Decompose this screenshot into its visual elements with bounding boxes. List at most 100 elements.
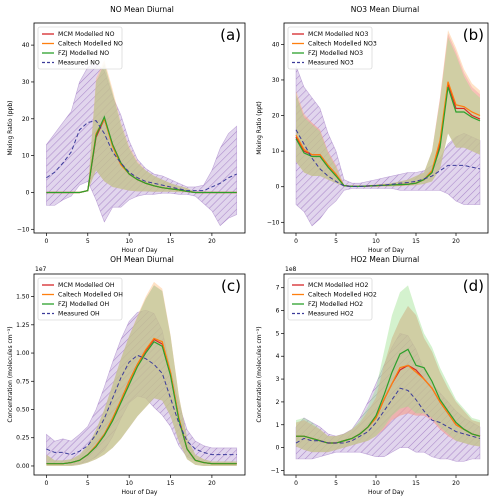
legend-box bbox=[37, 277, 123, 321]
band-mcm-modelled-no3 bbox=[296, 33, 480, 187]
line-measured-oh bbox=[46, 354, 237, 456]
x-tick-label: 20 bbox=[452, 238, 460, 245]
x-axis-label: Hour of Day bbox=[368, 247, 404, 254]
x-tick-label: 10 bbox=[125, 238, 133, 245]
y-tick-label: 0 bbox=[276, 445, 280, 452]
legend-box bbox=[287, 26, 373, 70]
x-tick-label: 15 bbox=[167, 480, 175, 487]
y-tick-label: 1.25 bbox=[16, 322, 30, 329]
legend-label: Caltech Modelled NO bbox=[58, 41, 123, 48]
chart-title: OH Mean Diurnal bbox=[110, 255, 174, 264]
plot-area bbox=[295, 285, 481, 462]
x-tick-label: 0 bbox=[44, 480, 48, 487]
legend-label: Caltech Modelled NO3 bbox=[308, 41, 377, 48]
y-tick-label: 0 bbox=[26, 189, 30, 196]
panel-label: (b) bbox=[463, 26, 484, 44]
line-fzj-modelled-no3 bbox=[295, 86, 481, 187]
panel-d: 0 5 10 15 20 −1 0 1 2 3 4 5 6 7 HO2 Mean Diurnal Hour o… bbox=[256, 255, 489, 496]
band-caltech-modelled-no3 bbox=[296, 30, 480, 187]
line-fzj-modelled-no bbox=[46, 115, 237, 194]
band-fzj-modelled-oh bbox=[46, 285, 237, 466]
band-mcm-modelled-oh bbox=[46, 285, 237, 466]
line-fzj-modelled-ho2 bbox=[296, 348, 481, 444]
legend-label: MCM Modelled HO2 bbox=[308, 282, 368, 289]
chart-title: HO2 Mean Diurnal bbox=[351, 255, 420, 264]
x-tick-label: 20 bbox=[208, 238, 216, 245]
y-tick-label: 10 bbox=[22, 153, 30, 160]
panel-c: 0 5 10 15 20 0.00 0.25 0.50 0.75 1.00 1.25 1.50 OH M… bbox=[7, 255, 246, 496]
x-tick-label: 10 bbox=[372, 238, 380, 245]
legend-label: MCM Modelled NO bbox=[58, 31, 115, 38]
y-tick-label: 1.50 bbox=[16, 294, 30, 301]
y-tick-label: 40 bbox=[272, 41, 280, 48]
x-tick-label: 20 bbox=[452, 480, 460, 487]
x-tick-label: 10 bbox=[372, 480, 380, 487]
y-tick-label: 2 bbox=[276, 399, 280, 406]
axis-offset-text: 1e7 bbox=[35, 266, 47, 273]
band-caltech-modelled-no bbox=[46, 59, 237, 193]
legend-label: Caltech Modelled OH bbox=[58, 292, 123, 299]
axes-frame bbox=[283, 273, 489, 476]
y-tick-label: 6 bbox=[276, 308, 280, 315]
line-measured-no3 bbox=[295, 129, 481, 187]
x-tick-label: 0 bbox=[44, 238, 48, 245]
legend-label: MCM Modelled OH bbox=[58, 282, 115, 289]
legend-label: FZJ Modelled OH bbox=[58, 301, 109, 308]
legend: MCM Modelled NO3 Caltech Modelled NO3 FZJ … bbox=[287, 26, 377, 70]
axes-frame bbox=[33, 273, 246, 476]
legend-label: Caltech Modelled HO2 bbox=[308, 292, 377, 299]
band-fzj-modelled-no3 bbox=[296, 37, 480, 187]
y-axis-label: Mixing Ratio (ppb) bbox=[7, 101, 14, 156]
band-caltech-modelled-oh bbox=[46, 281, 237, 466]
axes-frame bbox=[33, 22, 246, 234]
y-tick-label: 30 bbox=[272, 77, 280, 84]
legend-box bbox=[287, 277, 373, 321]
band-measured-oh bbox=[46, 309, 238, 466]
y-tick-label: 7 bbox=[276, 285, 280, 292]
y-tick-label: 0.75 bbox=[16, 378, 30, 385]
x-axis-label: Hour of Day bbox=[122, 247, 158, 254]
legend-label: Measured OH bbox=[58, 311, 100, 318]
legend-label: FZJ Modelled NO bbox=[58, 50, 109, 57]
legend-box bbox=[37, 26, 123, 70]
x-tick-label: 10 bbox=[125, 480, 133, 487]
y-tick-label: −10 bbox=[267, 219, 280, 226]
x-tick-label: 5 bbox=[334, 238, 338, 245]
y-tick-label: 3 bbox=[276, 376, 280, 383]
x-tick-label: 15 bbox=[167, 238, 175, 245]
legend-label: MCM Modelled NO3 bbox=[308, 31, 368, 38]
band-caltech-modelled-ho2 bbox=[296, 305, 480, 453]
y-tick-label: 1 bbox=[276, 422, 280, 429]
plot-area bbox=[46, 281, 238, 466]
legend: MCM Modelled OH Caltech Modelled OH FZJ Mo… bbox=[37, 277, 123, 321]
y-tick-label: 20 bbox=[22, 116, 30, 123]
y-tick-label: 4 bbox=[276, 353, 280, 360]
x-tick-label: 20 bbox=[208, 480, 216, 487]
axis-offset-text: 1e8 bbox=[285, 266, 297, 273]
panel-label: (a) bbox=[220, 26, 241, 44]
y-tick-label: 10 bbox=[272, 148, 280, 155]
panel-b: 0 5 10 15 20 −10 0 10 20 30 40 NO3 Mean Diurnal Hour… bbox=[256, 5, 489, 254]
legend: MCM Modelled NO Caltech Modelled NO FZJ Mo… bbox=[37, 26, 123, 70]
axes-frame bbox=[283, 22, 489, 234]
y-axis-label: Concentration (molecules cm⁻³) bbox=[7, 326, 14, 422]
y-tick-label: 1.00 bbox=[16, 350, 30, 357]
legend-label: Measured HO2 bbox=[308, 311, 354, 318]
legend-label: Measured NO3 bbox=[308, 60, 354, 67]
y-tick-label: 20 bbox=[272, 113, 280, 120]
y-tick-label: 5 bbox=[276, 330, 280, 337]
legend: MCM Modelled HO2 Caltech Modelled HO2 FZJ … bbox=[287, 277, 377, 321]
panel-a: 0 5 10 15 20 −10 0 10 20 30 40 NO Mean Diurnal Hour … bbox=[7, 5, 246, 254]
chart-title: NO3 Mean Diurnal bbox=[351, 5, 420, 14]
band-fzj-modelled-ho2 bbox=[296, 285, 480, 453]
band-measured-no bbox=[46, 63, 238, 227]
band-mcm-modelled-ho2 bbox=[296, 305, 480, 453]
panel-label: (d) bbox=[463, 277, 484, 295]
x-tick-label: 15 bbox=[412, 238, 420, 245]
y-tick-label: 0.25 bbox=[16, 435, 30, 442]
band-fzj-modelled-no bbox=[46, 63, 237, 193]
legend-label: FZJ Modelled HO2 bbox=[308, 301, 363, 308]
band-mcm-modelled-no bbox=[46, 63, 237, 193]
x-axis-label: Hour of Day bbox=[368, 489, 404, 496]
